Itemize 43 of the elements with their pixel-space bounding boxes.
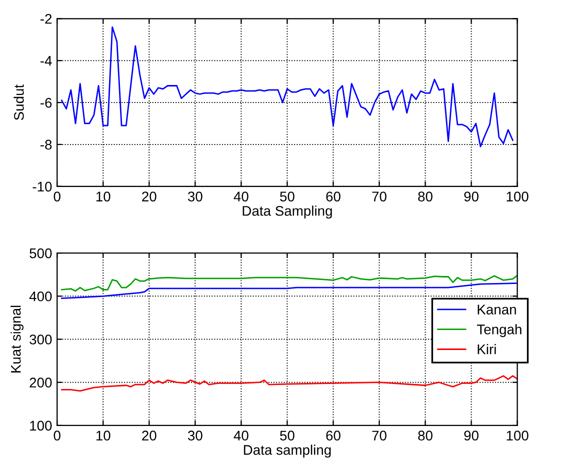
x-tick-label: 50: [280, 192, 294, 202]
line-series: [61, 375, 518, 392]
y-tick-label: 400: [29, 291, 52, 302]
x-tick-label: 70: [372, 430, 386, 441]
x-tick-label: 20: [142, 192, 156, 202]
x-tick-label: 60: [326, 192, 340, 202]
y-tick-label: 500: [30, 248, 52, 258]
x-tick-label: 70: [372, 192, 386, 202]
y-tick-label: -6: [40, 98, 52, 108]
y-axis-title: Sudut: [14, 84, 24, 120]
y-tick-label: -8: [40, 140, 52, 150]
x-tick-label: 80: [418, 192, 432, 202]
x-tick-label: 40: [234, 192, 248, 202]
x-tick-label: 50: [280, 430, 294, 441]
x-tick-label: 90: [464, 430, 478, 441]
line-series: [61, 274, 518, 292]
x-axis-title: Data sampling: [244, 444, 331, 458]
y-axis-title: Kuat signal: [10, 306, 24, 372]
line-series: [61, 282, 518, 299]
y-tick-label: 100: [30, 420, 52, 431]
x-tick-label: 30: [188, 430, 202, 441]
y-tick-label: 300: [30, 334, 52, 344]
x-tick-label: 100: [506, 192, 528, 202]
y-tick-label: -10: [32, 182, 52, 192]
x-tick-label: 10: [96, 192, 110, 202]
x-tick-label: 100: [506, 430, 528, 441]
x-tick-label: 0: [54, 430, 60, 441]
legend-label: Kanan: [478, 304, 516, 314]
x-tick-label: 60: [326, 430, 340, 441]
legend-label: Tengah: [476, 324, 522, 338]
x-tick-label: 10: [96, 430, 110, 441]
x-tick-label: 20: [142, 430, 156, 441]
x-axis-title: Data Sampling: [242, 206, 332, 219]
y-tick-label: -4: [40, 56, 52, 66]
x-tick-label: 30: [188, 192, 202, 202]
y-tick-label: -2: [40, 14, 52, 24]
x-tick-label: 40: [234, 430, 248, 441]
y-tick-label: 200: [30, 378, 52, 388]
x-tick-label: 80: [418, 430, 432, 441]
line-series: [61, 26, 514, 148]
x-tick-label: 0: [54, 192, 60, 202]
x-tick-label: 90: [464, 192, 478, 202]
legend-label: Kiri: [478, 344, 496, 354]
